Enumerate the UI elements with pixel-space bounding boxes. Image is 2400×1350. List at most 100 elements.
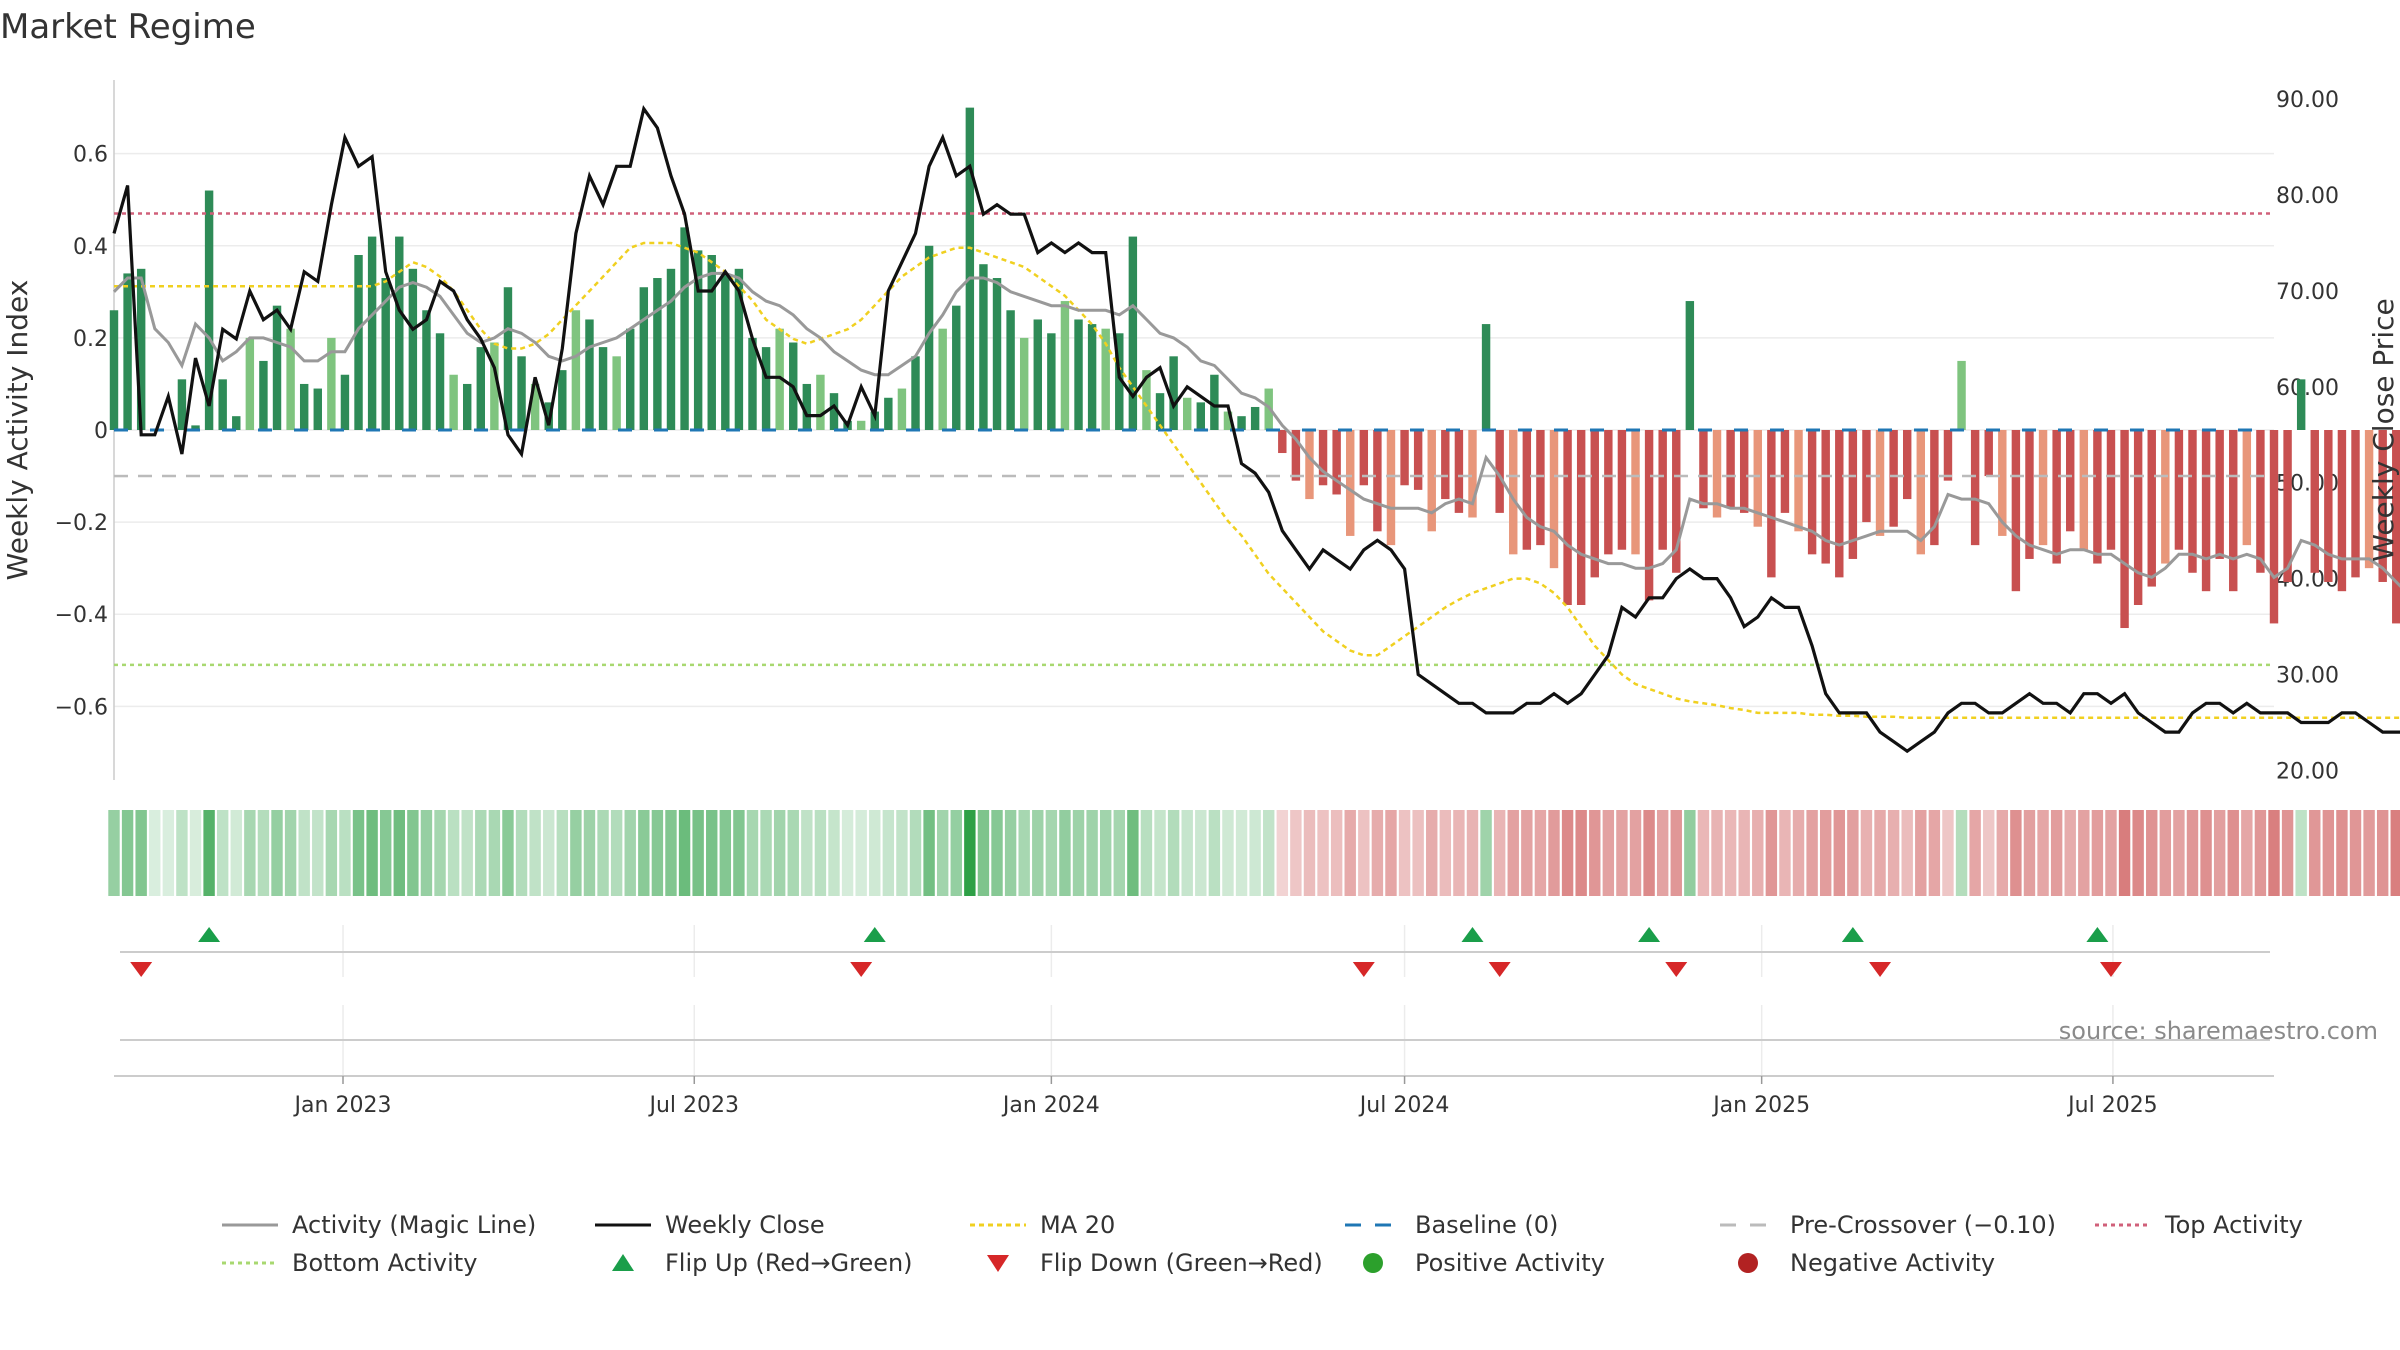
legend-positive-swatch: [1363, 1253, 1383, 1273]
legend-label: Weekly Close: [665, 1211, 825, 1239]
heat-strip-cell: [502, 810, 514, 896]
activity-bar: [232, 416, 241, 430]
heat-strip-cell: [1643, 810, 1655, 896]
heat-strip-cell: [1004, 810, 1017, 896]
heat-strip-cell: [733, 810, 745, 896]
legend-item: Positive Activity: [1363, 1249, 1605, 1277]
activity-bar: [1522, 430, 1532, 550]
heat-strip-cell: [828, 810, 840, 896]
activity-bar: [1644, 430, 1654, 601]
activity-bar: [707, 255, 716, 430]
heat-strip-cell: [149, 810, 161, 896]
flip-down-marker: [1352, 962, 1375, 977]
heat-strip-cell: [339, 810, 351, 896]
heat-strip-cell: [461, 810, 473, 896]
legend-label: Activity (Magic Line): [292, 1211, 536, 1239]
heat-strip-cell: [2322, 810, 2335, 896]
activity-bar: [870, 411, 879, 430]
activity-bar: [1970, 430, 1980, 546]
activity-bar: [1916, 430, 1926, 555]
heat-strip-cell: [2010, 810, 2022, 896]
activity-bar: [1509, 430, 1518, 555]
activity-bar: [2392, 430, 2400, 624]
heat-strip-cell: [108, 810, 120, 896]
activity-bar: [2093, 430, 2102, 564]
heat-strip-cell: [2146, 810, 2158, 896]
heat-strip-cell: [1697, 810, 1710, 896]
heat-strip-cell: [1222, 810, 1234, 896]
activity-bar: [1318, 430, 1328, 486]
heat-strip-cell: [1330, 810, 1343, 896]
heat-strip-cell: [2376, 810, 2389, 896]
activity-bar: [1549, 430, 1559, 569]
activity-bar: [2201, 430, 2211, 592]
activity-bar: [693, 250, 703, 430]
legend-item: Baseline (0): [1345, 1211, 1558, 1239]
activity-bar: [1359, 430, 1369, 486]
heat-strip-cell: [1833, 810, 1845, 896]
heat-strip-cell: [271, 810, 283, 896]
magic-line: [112, 271, 2400, 588]
source-label: source: sharemaestro.com: [2059, 1017, 2378, 1045]
heat-strip-cell: [1928, 810, 1941, 896]
activity-bar: [476, 347, 486, 430]
activity-bar: [1223, 411, 1233, 430]
heat-strip-cell: [1806, 810, 1818, 896]
heat-strip-cell: [447, 810, 460, 896]
left-tick-label: 0.2: [73, 327, 108, 352]
flip-up-marker: [1461, 927, 1484, 942]
legend-label: Positive Activity: [1415, 1249, 1605, 1277]
flip-down-marker: [850, 962, 873, 977]
heat-strip-cell: [869, 810, 881, 896]
chart-title: Market Regime: [0, 7, 256, 47]
activity-bar: [123, 273, 132, 430]
legend-item: Activity (Magic Line): [222, 1211, 536, 1239]
activity-bar: [748, 337, 757, 430]
activity-heat-strip: [108, 810, 2400, 896]
activity-bar: [313, 388, 322, 430]
activity-bar: [1101, 328, 1110, 430]
activity-bar: [272, 305, 282, 430]
activity-bar: [136, 268, 146, 430]
flip-down-marker: [130, 962, 153, 977]
x-tick-label: Jan 2025: [1711, 1093, 1810, 1118]
activity-bar: [1346, 430, 1355, 536]
activity-bar: [435, 333, 445, 430]
activity-bar: [1196, 402, 1206, 430]
heat-strip-cell: [1684, 810, 1696, 896]
heat-strip-cell: [1996, 810, 2009, 896]
activity-bar: [1413, 430, 1423, 490]
flip-down-marker: [1488, 962, 1511, 977]
activity-bar: [2025, 430, 2034, 559]
activity-bar: [911, 356, 920, 430]
heat-strip-cell: [583, 810, 596, 896]
heat-strip-cell: [2118, 810, 2131, 896]
heat-strip-cell: [257, 810, 270, 896]
activity-bar: [449, 374, 458, 430]
left-tick-label: −0.2: [55, 511, 108, 536]
right-axis-label: Weekly Close Price: [2367, 298, 2400, 561]
activity-bar: [1998, 430, 2007, 536]
heat-strip-cell: [2254, 810, 2267, 896]
heat-strip-cell: [855, 810, 867, 896]
heat-strip-cell: [1656, 810, 1669, 896]
activity-bar: [2161, 430, 2170, 564]
heat-strip-cell: [1398, 810, 1411, 896]
heat-strip-cell: [2241, 810, 2253, 896]
heat-strip-cell: [638, 810, 650, 896]
activity-bar: [856, 420, 866, 430]
activity-bar: [1373, 430, 1382, 532]
heat-strip-cell: [2186, 810, 2199, 896]
heat-strip-cell: [597, 810, 609, 896]
flip-up-marker: [2086, 927, 2109, 942]
activity-bar: [1672, 430, 1681, 573]
heat-strip-cell: [1670, 810, 1682, 896]
heat-strip-cell: [1602, 810, 1615, 896]
activity-bar: [1902, 430, 1912, 500]
activity-bar: [204, 190, 214, 430]
activity-bar: [503, 287, 513, 430]
heat-strip-cell: [2281, 810, 2294, 896]
heat-strip-cell: [1860, 810, 1873, 896]
legend-label: Flip Up (Red→Green): [665, 1249, 913, 1277]
legend-item: Flip Down (Green→Red): [987, 1249, 1323, 1277]
